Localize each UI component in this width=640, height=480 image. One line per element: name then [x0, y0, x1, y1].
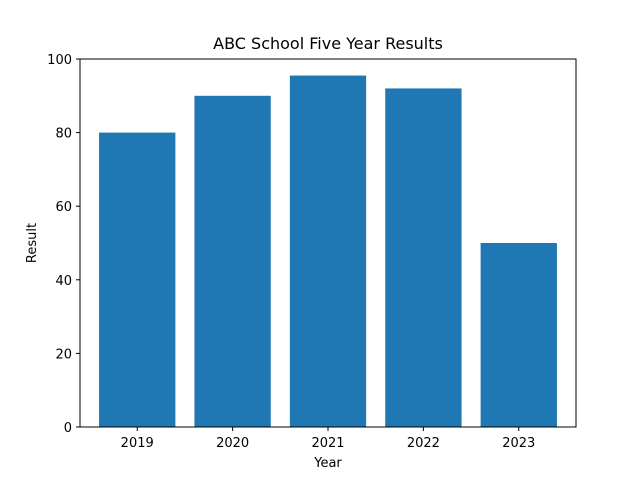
y-axis-ticks: 0 20 40 60 80 100: [47, 53, 80, 436]
plot-frame: [79, 58, 577, 428]
chart-title: ABC School Five Year Results: [213, 34, 443, 53]
bar-2019: [99, 132, 176, 427]
y-tick-label: 100: [47, 53, 72, 68]
y-tick-label: 60: [55, 200, 72, 215]
x-axis-label: Year: [313, 456, 342, 471]
bar-2021: [289, 75, 367, 427]
x-tick-label: 2023: [502, 436, 535, 451]
x-axis-ticks: 2019 2020 2021 2022 2023: [121, 427, 535, 451]
bar-2020: [194, 95, 271, 428]
y-tick-label: 20: [55, 347, 72, 362]
x-tick-label: 2022: [407, 436, 440, 451]
bars-group: [99, 75, 557, 428]
y-tick-label: 0: [64, 421, 72, 436]
y-tick-label: 80: [55, 127, 72, 142]
bar-2023: [480, 243, 557, 427]
x-tick-label: 2019: [121, 436, 154, 451]
y-axis-label: Result: [25, 223, 40, 263]
x-tick-label: 2021: [311, 436, 344, 451]
x-tick-label: 2020: [216, 436, 249, 451]
bar-2022: [385, 88, 462, 427]
y-tick-label: 40: [55, 274, 72, 289]
